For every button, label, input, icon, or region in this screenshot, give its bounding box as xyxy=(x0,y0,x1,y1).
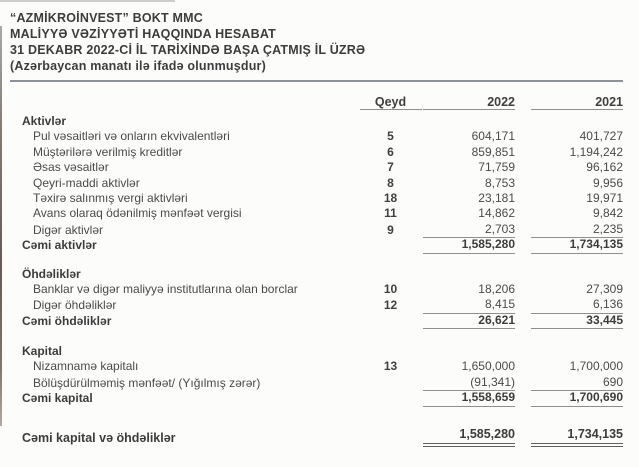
row-value-2021: 1,194,242 xyxy=(569,144,623,159)
row-value-2021: 1,734,135 xyxy=(531,426,623,447)
row-label: Bölüşdürülməmiş mənfəət/ (Yığılmış zərər… xyxy=(33,375,261,390)
row-value-2021: 401,727 xyxy=(579,129,623,144)
row-note: 12 xyxy=(383,298,398,313)
row-value-2022: 8,753 xyxy=(484,175,515,190)
row-note: 18 xyxy=(383,190,398,205)
table-row: Bölüşdürülməmiş mənfəət/ (Yığılmış zərər… xyxy=(10,375,623,392)
table-row: Kapital xyxy=(10,344,623,359)
row-label: Qeyri-maddi aktivlər xyxy=(33,175,140,190)
row-label: Digər öhdəliklər xyxy=(33,298,117,313)
row-value-2022: 26,621 xyxy=(423,313,515,330)
row-value-2022: 18,206 xyxy=(478,281,515,296)
row-label: Əsas vəsaitlər xyxy=(33,160,109,175)
table-row: Digər öhdəliklər 12 8,415 6,136 xyxy=(10,297,623,314)
table-section-spacer xyxy=(10,253,623,267)
table-row: Təxirə salınmış vergi aktivləri 18 23,181 1… xyxy=(10,191,623,206)
row-value-2021: 1,700,690 xyxy=(531,390,623,407)
row-value-2022: 1,558,659 xyxy=(423,390,515,407)
table-row: Cəmi kapital və öhdəliklər 1,585,280 1,734… xyxy=(10,426,623,447)
row-value-2022: 1,650,000 xyxy=(461,359,515,374)
scan-artifact-top-edge xyxy=(0,0,175,2)
row-label: Cəmi aktivlər xyxy=(22,238,97,253)
header-rule xyxy=(10,80,623,82)
row-label: Cəmi kapital və öhdəliklər xyxy=(22,430,176,445)
row-value-2022: 23,181 xyxy=(478,190,515,205)
row-note: 5 xyxy=(387,129,394,144)
row-label: Aktivlər xyxy=(22,113,67,128)
row-note: 9 xyxy=(387,222,394,237)
table-row: Nizamnamə kapitalı 13 1,650,000 1,700,000 xyxy=(10,359,623,374)
document-header: “AZMİKROİNVEST” BOKT MMC MALİYYƏ VƏZİYYƏ… xyxy=(10,10,623,74)
row-value-2022: 8,415 xyxy=(423,297,515,314)
currency-note: (Azərbaycan manatı ilə ifadə olunmuşdur) xyxy=(10,59,266,73)
row-note: 7 xyxy=(387,160,394,175)
row-note: 6 xyxy=(387,144,394,159)
row-value-2021: 19,971 xyxy=(586,190,623,205)
row-value-2021: 2,235 xyxy=(531,222,623,239)
table-section-spacer xyxy=(10,406,623,426)
table-row: Cəmi öhdəliklər 26,621 33,445 xyxy=(10,313,623,330)
row-value-2021: 690 xyxy=(531,375,623,392)
table-section-spacer xyxy=(10,328,623,344)
row-value-2022: 1,585,280 xyxy=(423,237,515,254)
table-row: Avans olaraq ödənilmiş mənfəət vergisi 11… xyxy=(10,206,623,221)
row-value-2021: 9,956 xyxy=(592,175,623,190)
row-label: Müştərilərə verilmiş kreditlər xyxy=(33,144,183,159)
row-value-2021: 27,309 xyxy=(586,281,623,296)
period-line: 31 DEKABR 2022-Cİ İL TARİXİNDƏ BAŞA ÇATM… xyxy=(10,43,366,57)
table-column-headers: Qeyd 2022 2021 xyxy=(10,84,623,110)
row-value-2022: (91,341) xyxy=(423,375,515,392)
table-row: Banklar və digər maliyyə institutlarına … xyxy=(10,282,623,297)
row-label: Kapital xyxy=(22,344,63,359)
note-column-header: Qeyd xyxy=(358,95,423,110)
scan-artifact-left-edge xyxy=(0,26,2,426)
table-row: Aktivlər xyxy=(10,114,623,129)
statement-title: MALİYYƏ VƏZİYYƏTİ HAQQINDA HESABAT xyxy=(10,27,276,41)
row-note: 8 xyxy=(387,175,394,190)
row-value-2021: 6,136 xyxy=(531,297,623,314)
row-value-2022: 859,851 xyxy=(471,144,515,159)
row-value-2021: 96,162 xyxy=(586,160,623,175)
row-value-2022: 14,862 xyxy=(478,206,515,221)
table-row: Cəmi aktivlər 1,585,280 1,734,135 xyxy=(10,237,623,254)
row-label: Nizamnamə kapitalı xyxy=(33,359,139,374)
table-row: Cəmi kapital 1,558,659 1,700,690 xyxy=(10,390,623,407)
row-label: Avans olaraq ödənilmiş mənfəət vergisi xyxy=(33,206,242,221)
row-value-2021: 9,842 xyxy=(592,206,623,221)
row-value-2021: 33,445 xyxy=(531,313,623,330)
table-row: Öhdəliklər xyxy=(10,267,623,282)
table-row: Əsas vəsaitlər 7 71,759 96,162 xyxy=(10,160,623,175)
row-label: Pul vəsaitləri və onların ekvivalentləri xyxy=(33,129,230,144)
row-note: 10 xyxy=(383,281,398,296)
row-note: 13 xyxy=(383,359,398,374)
row-label: Digər aktivlər xyxy=(33,222,104,237)
row-value-2021: 1,700,000 xyxy=(569,359,623,374)
row-value-2021: 1,734,135 xyxy=(531,237,623,254)
row-note: 11 xyxy=(384,206,397,221)
row-label: Təxirə salınmış vergi aktivləri xyxy=(33,190,188,205)
table-row: Pul vəsaitləri və onların ekvivalentləri… xyxy=(10,129,623,144)
table-row: Digər aktivlər 9 2,703 2,235 xyxy=(10,222,623,239)
balance-sheet-table: Aktivlər Pul vəsaitləri və onların ekviva… xyxy=(10,114,623,447)
year-2021-column-header: 2021 xyxy=(531,95,623,110)
row-label: Banklar və digər maliyyə institutlarına … xyxy=(33,281,298,296)
page-content: “AZMİKROİNVEST” BOKT MMC MALİYYƏ VƏZİYYƏ… xyxy=(10,10,623,447)
row-value-2022: 2,703 xyxy=(423,222,515,239)
table-row: Qeyri-maddi aktivlər 8 8,753 9,956 xyxy=(10,176,623,191)
row-label: Cəmi öhdəliklər xyxy=(22,313,112,328)
table-row: Müştərilərə verilmiş kreditlər 6 859,851 1,… xyxy=(10,145,623,160)
row-value-2022: 1,585,280 xyxy=(423,426,515,447)
company-name: “AZMİKROİNVEST” BOKT MMC xyxy=(10,11,203,25)
row-label: Cəmi kapital xyxy=(22,391,93,406)
year-2022-column-header: 2022 xyxy=(423,95,515,110)
row-value-2022: 604,171 xyxy=(471,129,515,144)
row-value-2022: 71,759 xyxy=(478,160,515,175)
row-label: Öhdəliklər xyxy=(22,266,81,281)
